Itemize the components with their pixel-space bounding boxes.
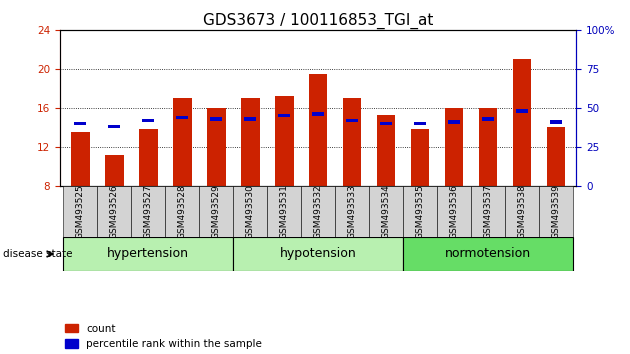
- Text: GSM493525: GSM493525: [76, 184, 85, 239]
- Text: GSM493536: GSM493536: [450, 184, 459, 239]
- Bar: [97, 186, 131, 237]
- Text: GSM493528: GSM493528: [178, 184, 186, 239]
- Bar: [335, 186, 369, 237]
- Bar: [278, 114, 290, 118]
- Bar: [513, 59, 532, 186]
- Bar: [63, 237, 233, 271]
- Bar: [380, 122, 392, 125]
- Bar: [267, 186, 301, 237]
- Bar: [516, 109, 528, 113]
- Bar: [377, 115, 396, 186]
- Bar: [210, 117, 222, 121]
- Text: GSM493538: GSM493538: [518, 184, 527, 239]
- Bar: [547, 127, 565, 186]
- Text: GSM493533: GSM493533: [348, 184, 357, 239]
- Text: normotension: normotension: [445, 247, 531, 261]
- Bar: [176, 116, 188, 119]
- Text: GSM493537: GSM493537: [484, 184, 493, 239]
- Bar: [411, 129, 430, 186]
- Bar: [309, 74, 328, 186]
- Bar: [131, 186, 165, 237]
- Bar: [403, 237, 573, 271]
- Text: GSM493529: GSM493529: [212, 184, 220, 239]
- Text: GSM493539: GSM493539: [551, 184, 561, 239]
- Bar: [142, 119, 154, 122]
- Bar: [275, 96, 294, 186]
- Bar: [105, 155, 123, 186]
- Bar: [312, 113, 324, 116]
- Bar: [108, 125, 120, 129]
- Bar: [199, 186, 233, 237]
- Bar: [207, 108, 226, 186]
- Bar: [550, 120, 562, 124]
- Bar: [403, 186, 437, 237]
- Bar: [369, 186, 403, 237]
- Bar: [74, 122, 86, 125]
- Bar: [301, 186, 335, 237]
- Bar: [437, 186, 471, 237]
- Bar: [505, 186, 539, 237]
- Bar: [63, 186, 97, 237]
- Bar: [165, 186, 199, 237]
- Bar: [414, 122, 427, 125]
- Bar: [233, 237, 403, 271]
- Bar: [244, 117, 256, 121]
- Bar: [241, 98, 260, 186]
- Bar: [233, 186, 267, 237]
- Text: GSM493530: GSM493530: [246, 184, 255, 239]
- Text: hypotension: hypotension: [280, 247, 357, 261]
- Text: GSM493526: GSM493526: [110, 184, 118, 239]
- Bar: [539, 186, 573, 237]
- Bar: [71, 132, 89, 186]
- Bar: [173, 98, 192, 186]
- Text: GSM493534: GSM493534: [382, 184, 391, 239]
- Text: GSM493535: GSM493535: [416, 184, 425, 239]
- Title: GDS3673 / 100116853_TGI_at: GDS3673 / 100116853_TGI_at: [203, 12, 433, 29]
- Text: GSM493531: GSM493531: [280, 184, 289, 239]
- Bar: [445, 108, 464, 186]
- Bar: [482, 117, 494, 121]
- Text: GSM493532: GSM493532: [314, 184, 323, 239]
- Bar: [343, 98, 362, 186]
- Bar: [139, 129, 158, 186]
- Bar: [346, 119, 358, 122]
- Bar: [479, 108, 498, 186]
- Bar: [471, 186, 505, 237]
- Bar: [448, 120, 460, 124]
- Text: GSM493527: GSM493527: [144, 184, 152, 239]
- Legend: count, percentile rank within the sample: count, percentile rank within the sample: [65, 324, 262, 349]
- Text: hypertension: hypertension: [107, 247, 189, 261]
- Text: disease state: disease state: [3, 249, 72, 259]
